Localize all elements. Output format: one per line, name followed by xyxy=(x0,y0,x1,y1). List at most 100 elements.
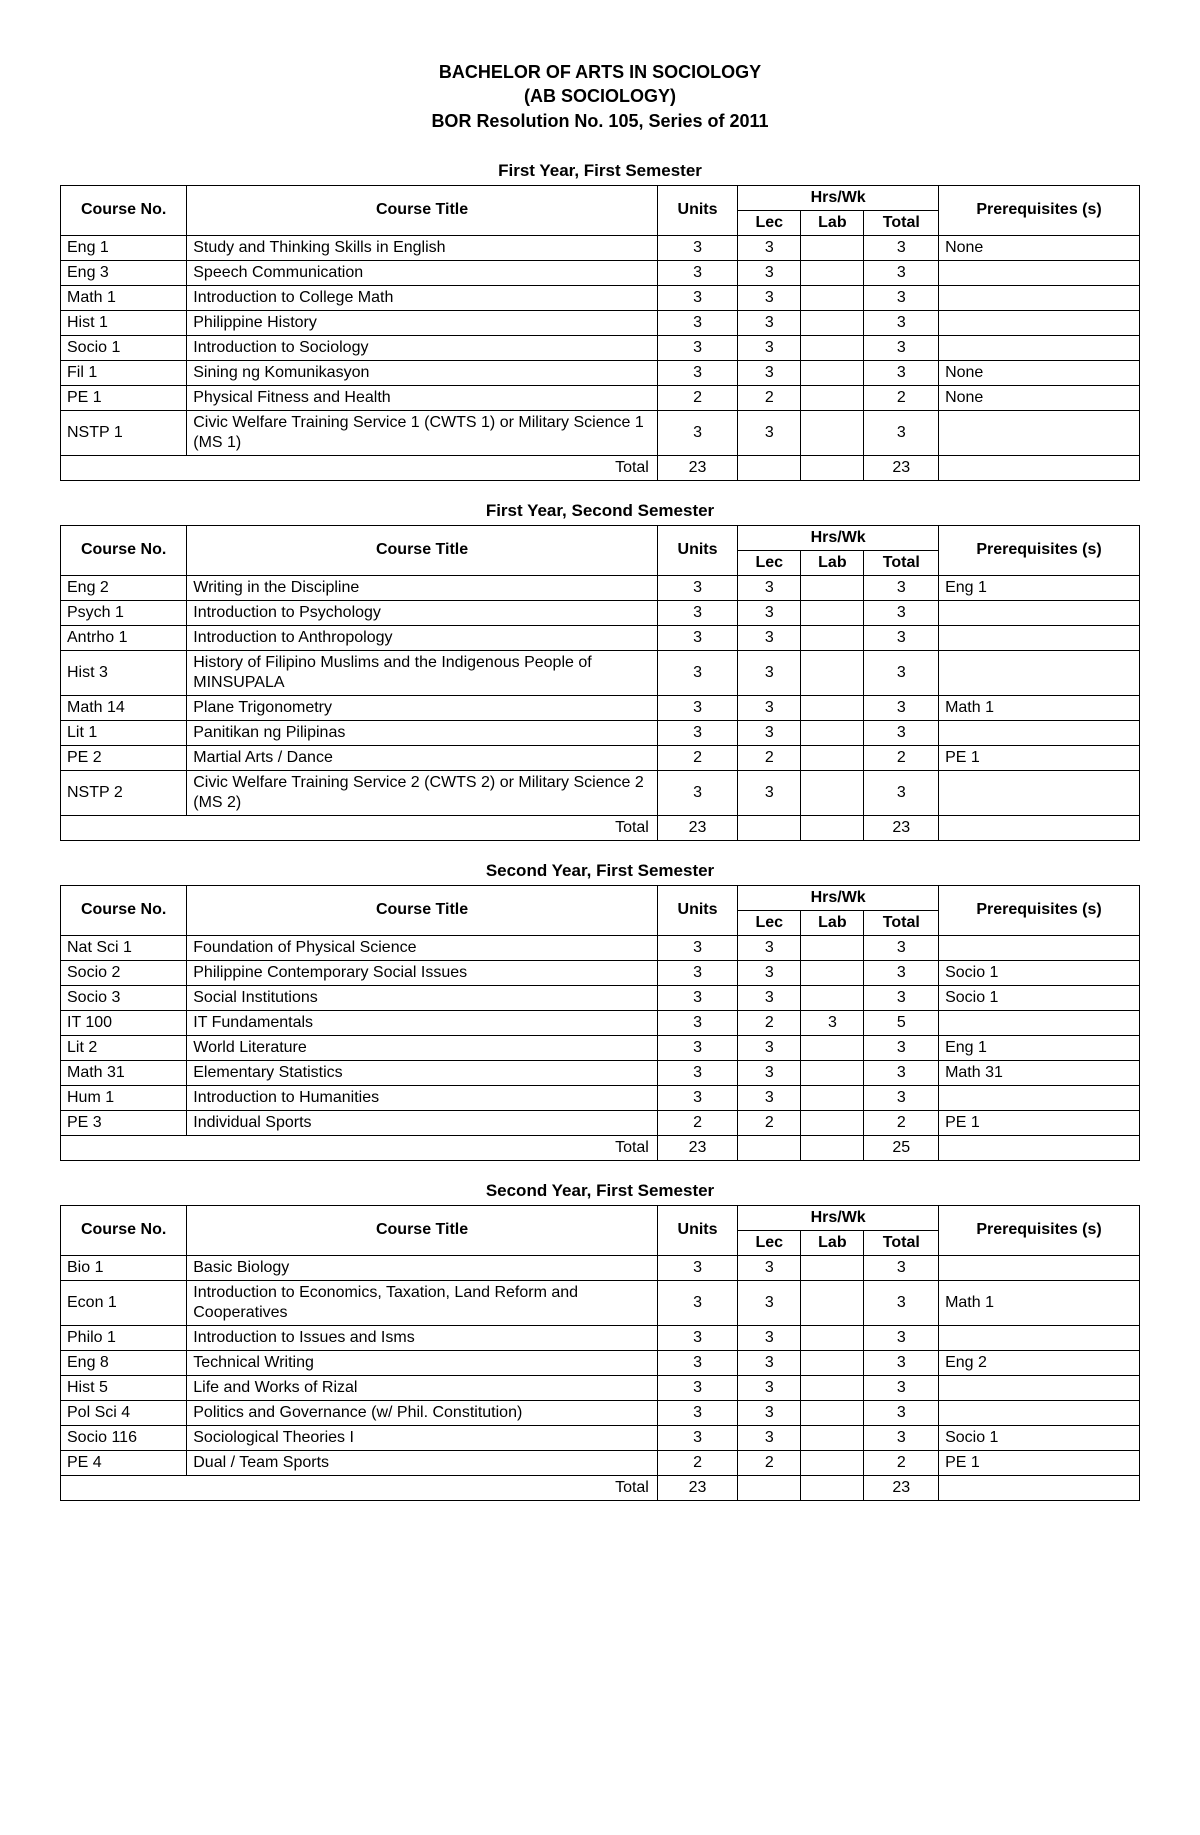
cell-course-title: Dual / Team Sports xyxy=(187,1450,658,1475)
cell-total: 3 xyxy=(864,1325,939,1350)
cell-total-units: 23 xyxy=(657,1475,737,1500)
cell-total: 2 xyxy=(864,745,939,770)
cell-total: 3 xyxy=(864,625,939,650)
table-total-row: Total2323 xyxy=(61,1475,1140,1500)
cell-course-no: Math 14 xyxy=(61,695,187,720)
table-row: Math 14Plane Trigonometry333Math 1 xyxy=(61,695,1140,720)
cell-total: 3 xyxy=(864,1375,939,1400)
cell-total: 3 xyxy=(864,360,939,385)
cell-total: 3 xyxy=(864,720,939,745)
cell-lec: 3 xyxy=(738,695,801,720)
cell-lab xyxy=(801,985,864,1010)
cell-lec: 3 xyxy=(738,1400,801,1425)
cell-lec: 3 xyxy=(738,310,801,335)
cell-total: 3 xyxy=(864,235,939,260)
cell-total-units: 23 xyxy=(657,815,737,840)
cell-units: 3 xyxy=(657,770,737,815)
cell-units: 3 xyxy=(657,960,737,985)
cell-prereq: Math 1 xyxy=(939,695,1140,720)
cell-prereq xyxy=(939,310,1140,335)
table-row: Hist 1Philippine History333 xyxy=(61,310,1140,335)
table-row: Eng 1Study and Thinking Skills in Englis… xyxy=(61,235,1140,260)
cell-lec: 3 xyxy=(738,600,801,625)
table-row: Lit 1Panitikan ng Pilipinas333 xyxy=(61,720,1140,745)
cell-prereq xyxy=(939,770,1140,815)
cell-total-lab xyxy=(801,1135,864,1160)
cell-lec: 3 xyxy=(738,1375,801,1400)
cell-lab: 3 xyxy=(801,1010,864,1035)
cell-total-units: 23 xyxy=(657,1135,737,1160)
table-row: PE 1Physical Fitness and Health222None xyxy=(61,385,1140,410)
cell-total: 3 xyxy=(864,770,939,815)
cell-lec: 3 xyxy=(738,1325,801,1350)
cell-lab xyxy=(801,1425,864,1450)
cell-units: 3 xyxy=(657,235,737,260)
cell-lec: 3 xyxy=(738,625,801,650)
cell-course-title: Introduction to Issues and Isms xyxy=(187,1325,658,1350)
cell-lab xyxy=(801,720,864,745)
cell-total-label: Total xyxy=(61,1135,658,1160)
cell-lab xyxy=(801,1450,864,1475)
semester-title: Second Year, First Semester xyxy=(60,1181,1140,1201)
cell-course-no: Hum 1 xyxy=(61,1085,187,1110)
cell-lab xyxy=(801,695,864,720)
cell-units: 2 xyxy=(657,745,737,770)
cell-lab xyxy=(801,1350,864,1375)
cell-prereq xyxy=(939,650,1140,695)
table-row: NSTP 1Civic Welfare Training Service 1 (… xyxy=(61,410,1140,455)
cell-lec: 3 xyxy=(738,1035,801,1060)
th-lab: Lab xyxy=(801,910,864,935)
th-course-title: Course Title xyxy=(187,885,658,935)
cell-total-total: 25 xyxy=(864,1135,939,1160)
cell-prereq: PE 1 xyxy=(939,1450,1140,1475)
cell-total: 3 xyxy=(864,650,939,695)
cell-course-no: Socio 116 xyxy=(61,1425,187,1450)
cell-course-title: Civic Welfare Training Service 2 (CWTS 2… xyxy=(187,770,658,815)
cell-lab xyxy=(801,360,864,385)
cell-course-title: Basic Biology xyxy=(187,1255,658,1280)
cell-prereq: PE 1 xyxy=(939,745,1140,770)
cell-prereq xyxy=(939,720,1140,745)
cell-course-no: Econ 1 xyxy=(61,1280,187,1325)
th-units: Units xyxy=(657,1205,737,1255)
table-row: Eng 8Technical Writing333Eng 2 xyxy=(61,1350,1140,1375)
table-row: Math 1Introduction to College Math333 xyxy=(61,285,1140,310)
table-row: Pol Sci 4Politics and Governance (w/ Phi… xyxy=(61,1400,1140,1425)
cell-lab xyxy=(801,260,864,285)
cell-lec: 3 xyxy=(738,960,801,985)
cell-course-title: Writing in the Discipline xyxy=(187,575,658,600)
cell-course-title: Civic Welfare Training Service 1 (CWTS 1… xyxy=(187,410,658,455)
cell-lab xyxy=(801,385,864,410)
table-row: Eng 2Writing in the Discipline333Eng 1 xyxy=(61,575,1140,600)
th-course-no: Course No. xyxy=(61,185,187,235)
cell-units: 2 xyxy=(657,1450,737,1475)
document-header: BACHELOR OF ARTS IN SOCIOLOGY (AB SOCIOL… xyxy=(60,60,1140,133)
table-row: Hist 5Life and Works of Rizal333 xyxy=(61,1375,1140,1400)
table-row: PE 2Martial Arts / Dance222PE 1 xyxy=(61,745,1140,770)
cell-course-title: Social Institutions xyxy=(187,985,658,1010)
cell-total-label: Total xyxy=(61,455,658,480)
cell-total: 3 xyxy=(864,310,939,335)
cell-units: 3 xyxy=(657,1375,737,1400)
semesters-container: First Year, First SemesterCourse No.Cour… xyxy=(60,161,1140,1501)
cell-total: 3 xyxy=(864,1350,939,1375)
cell-total: 3 xyxy=(864,695,939,720)
cell-prereq: None xyxy=(939,385,1140,410)
cell-prereq: Eng 1 xyxy=(939,1035,1140,1060)
cell-total: 3 xyxy=(864,1035,939,1060)
cell-lab xyxy=(801,650,864,695)
cell-lec: 3 xyxy=(738,1280,801,1325)
cell-units: 3 xyxy=(657,1425,737,1450)
curriculum-table: Course No.Course TitleUnitsHrs/WkPrerequ… xyxy=(60,525,1140,841)
cell-total: 3 xyxy=(864,1400,939,1425)
cell-total-prereq xyxy=(939,815,1140,840)
cell-lab xyxy=(801,335,864,360)
cell-units: 3 xyxy=(657,1060,737,1085)
table-row: Lit 2World Literature333Eng 1 xyxy=(61,1035,1140,1060)
cell-course-no: Math 31 xyxy=(61,1060,187,1085)
cell-course-title: Sining ng Komunikasyon xyxy=(187,360,658,385)
cell-course-no: Pol Sci 4 xyxy=(61,1400,187,1425)
cell-course-title: Individual Sports xyxy=(187,1110,658,1135)
cell-total-lab xyxy=(801,815,864,840)
cell-course-no: PE 1 xyxy=(61,385,187,410)
